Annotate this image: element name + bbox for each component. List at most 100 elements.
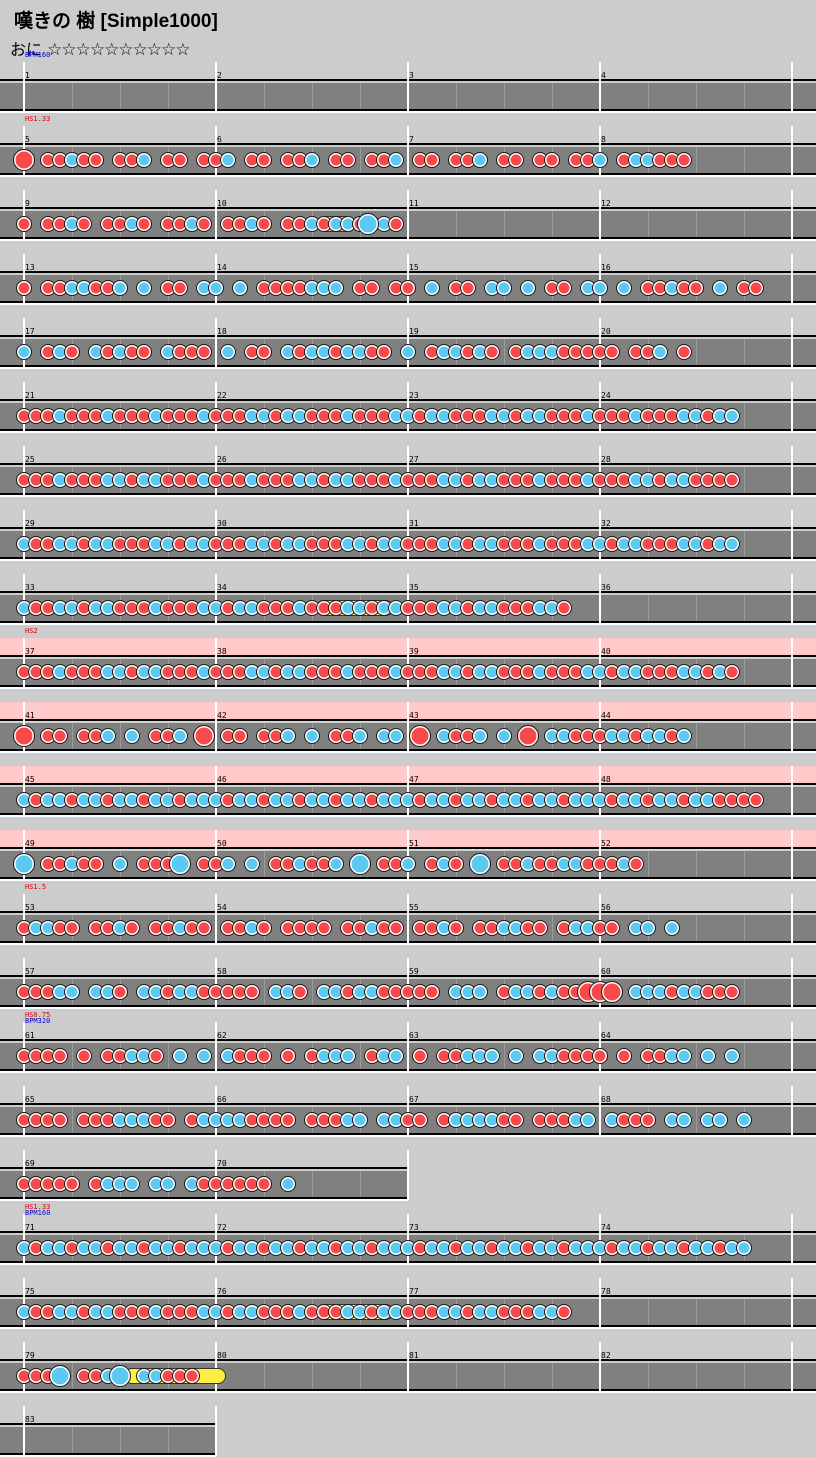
bar-line [215, 446, 217, 496]
bar-line [599, 62, 601, 112]
measure-number: 15 [409, 263, 419, 272]
beat-line [456, 1363, 457, 1389]
measure-number: 59 [409, 967, 419, 976]
beat-line [648, 1363, 649, 1389]
ka-note [736, 1112, 752, 1128]
measure-number: 5 [25, 135, 30, 144]
ka-note [172, 728, 188, 744]
bar-line [599, 254, 601, 304]
don-note [424, 984, 440, 1000]
lane-bottom-highlight [0, 495, 816, 497]
measure-number: 72 [217, 1223, 227, 1232]
beat-line [120, 1427, 121, 1453]
don-note [676, 152, 692, 168]
measure-number: 78 [601, 1287, 611, 1296]
measure-number: 6 [217, 135, 222, 144]
big-don-note [517, 725, 539, 747]
beat-line [696, 211, 697, 237]
don-note [196, 344, 212, 360]
don-note [676, 344, 692, 360]
hs-marker: HS1.33 [25, 115, 51, 123]
bpm-marker: BPM160 [25, 1209, 51, 1217]
beat-line [744, 1043, 745, 1069]
bar-line [215, 126, 217, 176]
don-note [256, 344, 272, 360]
beat-line [360, 83, 361, 109]
difficulty-row: おに ☆☆☆☆☆☆☆☆☆☆ [10, 36, 191, 60]
hs-marker: HS2 [25, 627, 38, 635]
bar-line [215, 1406, 217, 1456]
lane-bottom-highlight [0, 1071, 816, 1073]
beat-line [744, 467, 745, 493]
beat-line [744, 915, 745, 941]
beat-line [456, 211, 457, 237]
measure-number: 23 [409, 391, 419, 400]
bar-line [215, 254, 217, 304]
lane-top-border [0, 1167, 408, 1169]
bar-line [599, 894, 601, 944]
bar-line [215, 830, 217, 880]
don-note [460, 280, 476, 296]
don-note [16, 280, 32, 296]
don-note [112, 984, 128, 1000]
bar-line [215, 190, 217, 240]
bar-line [407, 638, 409, 688]
don-note [604, 920, 620, 936]
measure-number: 54 [217, 903, 227, 912]
beat-line [744, 1299, 745, 1325]
don-note [748, 792, 764, 808]
ka-note [472, 152, 488, 168]
bar-line [23, 382, 25, 432]
ka-note [196, 1048, 212, 1064]
lane-bottom-highlight [0, 879, 816, 881]
beat-line [168, 1427, 169, 1453]
hs-marker: HS0.75 [25, 1011, 51, 1019]
beat-line [312, 83, 313, 109]
don-note [88, 152, 104, 168]
bar-line [599, 766, 601, 816]
measure-number: 47 [409, 775, 419, 784]
ka-note [112, 856, 128, 872]
bar-line [23, 1150, 25, 1200]
measure-number: 22 [217, 391, 227, 400]
measure-number: 69 [25, 1159, 35, 1168]
measure-number: 7 [409, 135, 414, 144]
ka-note [100, 728, 116, 744]
don-note [724, 664, 740, 680]
bar-line [407, 1342, 409, 1392]
measure-number: 34 [217, 583, 227, 592]
hs-marker: HS1.33 [25, 1203, 51, 1211]
bar-line [791, 894, 793, 944]
bar-line [791, 318, 793, 368]
measure-number: 11 [409, 199, 419, 208]
beat-line [696, 83, 697, 109]
measure-number: 31 [409, 519, 419, 528]
measure-number: 20 [601, 327, 611, 336]
bar-line [599, 830, 601, 880]
ka-note [136, 280, 152, 296]
beat-line [168, 1043, 169, 1069]
don-note [172, 152, 188, 168]
ka-note [424, 280, 440, 296]
don-note [280, 1048, 296, 1064]
don-note [544, 152, 560, 168]
bar-line [407, 1086, 409, 1136]
bar-line [23, 1406, 25, 1456]
don-note [556, 280, 572, 296]
bar-line [215, 510, 217, 560]
bar-line [23, 1214, 25, 1264]
don-note [136, 344, 152, 360]
big-don-note [13, 149, 35, 171]
don-note [64, 344, 80, 360]
measure-number: 1 [25, 71, 30, 80]
bar-line [215, 958, 217, 1008]
beat-line [696, 1363, 697, 1389]
don-note [196, 920, 212, 936]
ka-note [64, 984, 80, 1000]
bar-line [791, 1214, 793, 1264]
bar-line [23, 62, 25, 112]
ka-note [244, 856, 260, 872]
beat-line [696, 1107, 697, 1133]
measure-number: 70 [217, 1159, 227, 1168]
beat-line [504, 211, 505, 237]
